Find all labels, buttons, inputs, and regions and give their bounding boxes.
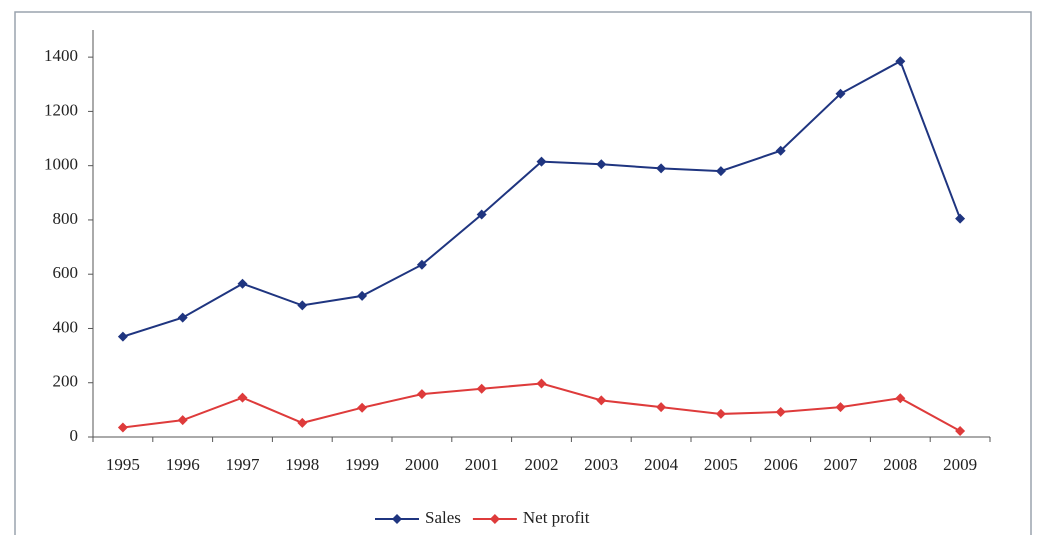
data-point: [357, 290, 368, 301]
x-tick-label: 2009: [943, 455, 977, 474]
x-tick-label: 1995: [106, 455, 140, 474]
x-tick-label: 2004: [644, 455, 679, 474]
data-point: [835, 88, 846, 99]
y-tick-label: 1000: [44, 155, 78, 174]
data-point: [775, 407, 786, 418]
x-tick-label: 2008: [883, 455, 917, 474]
y-tick-label: 400: [53, 317, 79, 336]
chart-frame: [14, 11, 1032, 535]
x-tick-label: 2000: [405, 455, 439, 474]
data-point: [656, 163, 667, 174]
data-point: [117, 331, 128, 342]
x-tick-label: 2003: [584, 455, 618, 474]
x-tick-label: 2007: [824, 455, 859, 474]
y-tick-label: 200: [53, 372, 79, 391]
data-point: [835, 402, 846, 413]
series-line: [122, 382, 961, 432]
data-point: [536, 156, 547, 167]
data-point: [955, 426, 966, 437]
data-point: [416, 259, 427, 270]
y-tick-label: 1400: [44, 46, 78, 65]
x-tick-label: 2006: [764, 455, 798, 474]
x-tick-label: 2002: [525, 455, 559, 474]
data-point: [237, 278, 248, 289]
series-line: [122, 59, 962, 338]
data-point: [536, 378, 547, 389]
data-point: [297, 417, 308, 428]
data-point: [357, 402, 368, 413]
legend-label: Net profit: [523, 508, 590, 527]
x-tick-label: 2001: [465, 455, 499, 474]
data-point: [177, 415, 188, 426]
x-tick-label: 1998: [285, 455, 319, 474]
x-tick-label: 2005: [704, 455, 738, 474]
data-point: [596, 395, 607, 406]
data-point: [895, 393, 906, 404]
data-point: [476, 209, 487, 220]
data-point: [416, 389, 427, 400]
data-point: [177, 312, 188, 323]
data-point: [476, 383, 487, 394]
data-point: [895, 56, 906, 67]
x-tick-label: 1997: [226, 455, 261, 474]
data-point: [775, 145, 786, 156]
data-point: [715, 166, 726, 177]
data-point: [596, 159, 607, 170]
y-tick-label: 800: [53, 209, 79, 228]
y-tick-label: 1200: [44, 100, 78, 119]
data-point: [715, 408, 726, 419]
data-point: [297, 300, 308, 311]
x-tick-label: 1996: [166, 455, 200, 474]
legend-marker: [489, 514, 500, 524]
y-tick-label: 600: [53, 263, 79, 282]
data-point: [237, 392, 248, 403]
legend-label: Sales: [425, 508, 461, 527]
legend-marker: [392, 514, 402, 524]
y-tick-label: 0: [70, 426, 79, 445]
data-point: [117, 422, 128, 433]
x-tick-label: 1999: [345, 455, 379, 474]
data-point: [656, 402, 667, 413]
data-point: [955, 213, 966, 224]
